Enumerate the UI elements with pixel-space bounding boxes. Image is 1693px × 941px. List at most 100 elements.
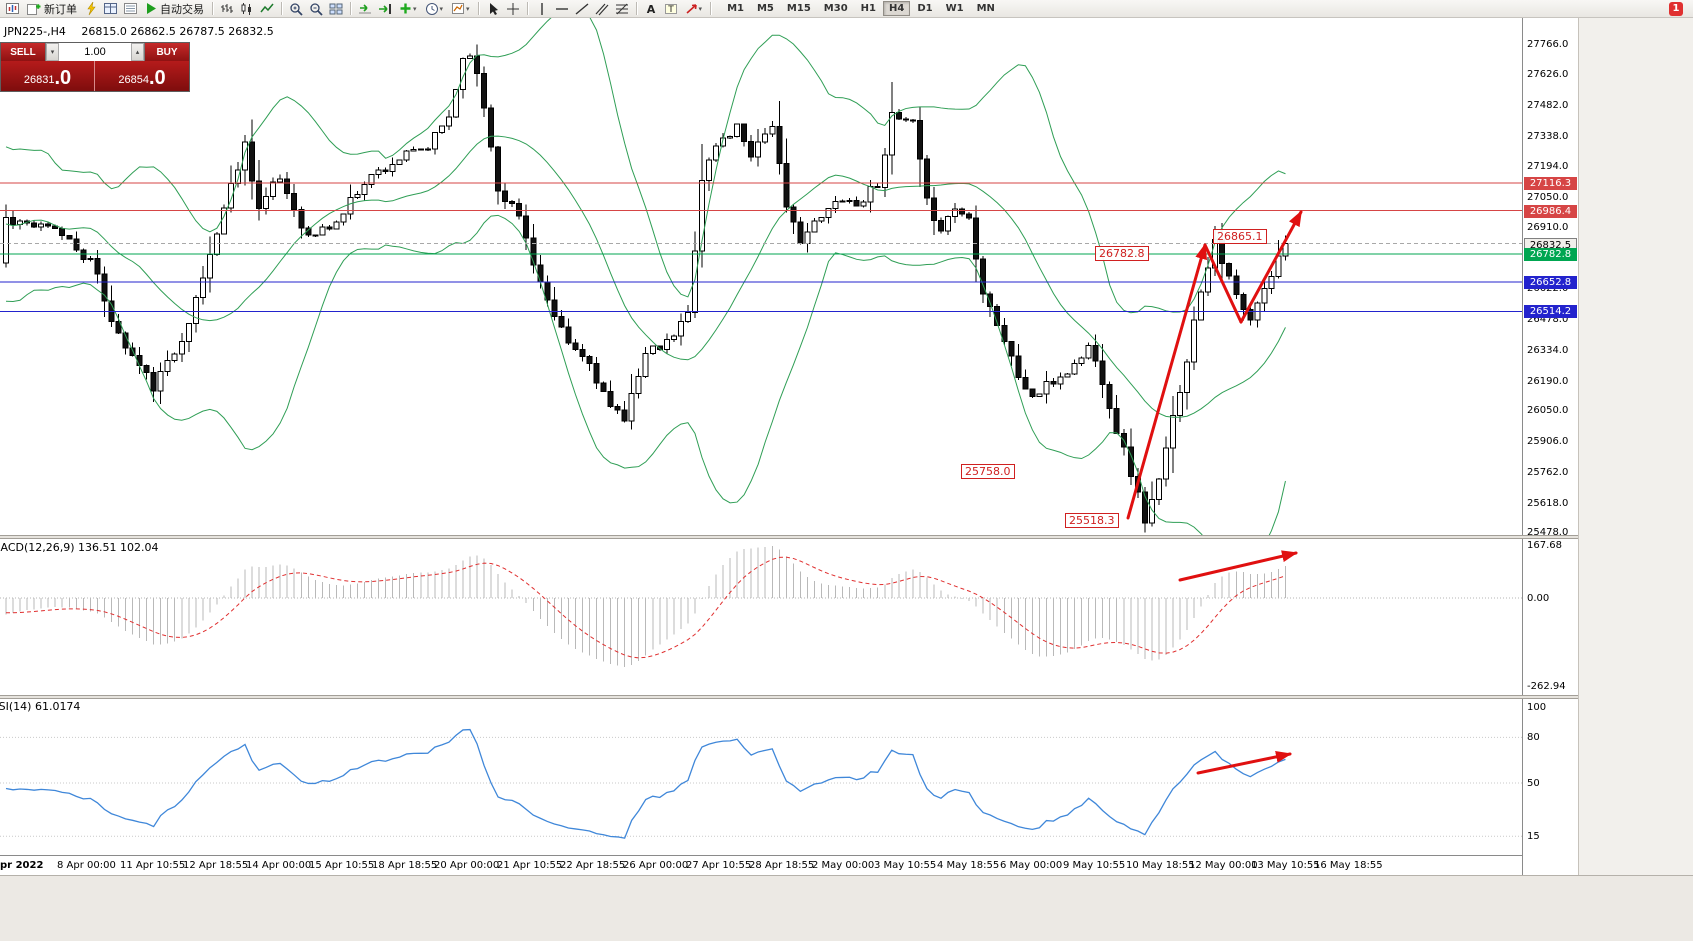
panel-divider[interactable] (0, 695, 1578, 699)
new-order-button[interactable]: 新订单 (23, 1, 81, 17)
window-background (1578, 18, 1693, 875)
time-axis[interactable]: pr 2022 8 Apr 00:00 11 Apr 10:55 12 Apr 18:… (0, 855, 1522, 875)
axis-label: 27626.0 (1527, 69, 1569, 81)
toolbar-separator (710, 2, 712, 15)
axis-label: 100 (1527, 702, 1547, 713)
market-watch-icon[interactable] (101, 1, 121, 17)
time-axis-label: 22 Apr 18:55 (560, 860, 626, 871)
timeframe-button-m1[interactable]: M1 (727, 3, 744, 14)
crosshair-icon[interactable] (503, 1, 523, 17)
svg-text:T: T (667, 5, 674, 15)
templates-button[interactable]: ▾ (447, 1, 474, 17)
dropdown-caret-icon: ▾ (413, 4, 417, 13)
indicators-plus-icon (400, 3, 411, 14)
rsi-indicator-label: RSI(14) 61.0174 (0, 700, 81, 713)
axis-label: 26478.0 (1527, 314, 1569, 326)
time-axis-label: 15 Apr 10:55 (309, 860, 375, 871)
buy-price-frac: .0 (148, 67, 166, 89)
main-chart-canvas[interactable] (0, 18, 1522, 535)
buy-button[interactable]: BUY (145, 43, 189, 61)
timeframe-button-m5[interactable]: M5 (756, 3, 774, 14)
arrow-shape-icon (686, 4, 697, 14)
panel-divider[interactable] (0, 535, 1578, 539)
timeframe-button-m15[interactable]: M15 (786, 3, 811, 14)
time-axis-label: 9 May 10:55 (1063, 860, 1126, 871)
notification-badge[interactable]: 1 (1669, 1, 1683, 16)
sell-price-frac: .0 (54, 67, 72, 89)
expert-advisors-icon[interactable] (81, 1, 101, 17)
one-click-trade-widget: SELL ▾ 1.00 ▴ BUY 26831.0 26854.0 (0, 42, 190, 92)
axis-label: 25618.0 (1527, 497, 1569, 509)
time-axis-label: 11 Apr 10:55 (120, 860, 186, 871)
macd-panel-canvas[interactable] (0, 539, 1522, 695)
buy-price[interactable]: 26854.0 (95, 61, 189, 91)
rsi-panel-canvas[interactable] (0, 699, 1522, 855)
axis-label: 80 (1527, 732, 1540, 743)
axis-label: 27482.0 (1527, 100, 1569, 112)
timeframe-button-d1[interactable]: D1 (917, 3, 933, 14)
time-axis-label: 14 Apr 00:00 (246, 860, 312, 871)
vertical-line-icon[interactable] (532, 1, 552, 17)
indicators-button[interactable]: ▾ (395, 1, 421, 17)
time-axis-label: 13 May 10:55 (1251, 860, 1320, 871)
time-axis-label: 12 May 00:00 (1189, 860, 1258, 871)
axis-label: 27766.0 (1527, 39, 1569, 51)
horizontal-line-icon[interactable] (552, 1, 572, 17)
axis-label: 26622.0 (1527, 283, 1569, 295)
line-chart-icon[interactable] (257, 1, 277, 17)
time-axis-label: 10 May 18:55 (1126, 860, 1195, 871)
dropdown-caret-icon: ▾ (466, 4, 470, 13)
arrows-button[interactable]: ▾ (681, 1, 707, 17)
window-background (0, 875, 1693, 941)
axis-label: 15 (1527, 831, 1540, 842)
clock-icon (425, 2, 438, 15)
timeframe-button-mn[interactable]: MN (976, 3, 995, 14)
timeframe-button-w1[interactable]: W1 (945, 3, 964, 14)
zoom-in-icon[interactable] (286, 1, 306, 17)
text-label-icon[interactable]: T (661, 1, 681, 17)
sell-price-main: 26831 (23, 74, 55, 86)
sell-price[interactable]: 26831.0 (1, 61, 95, 91)
axis-label: 26050.0 (1527, 405, 1569, 417)
fibonacci-icon[interactable] (612, 1, 632, 17)
tile-windows-icon[interactable] (326, 1, 346, 17)
time-axis-label: 2 May 00:00 (812, 860, 875, 871)
axis-label: 50 (1527, 778, 1540, 789)
timeframe-button-h1[interactable]: H1 (860, 3, 876, 14)
time-axis-label: 3 May 10:55 (874, 860, 937, 871)
auto-scroll-icon[interactable] (375, 1, 395, 17)
time-axis-label: 18 Apr 18:55 (372, 860, 438, 871)
candlestick-chart-icon[interactable] (237, 1, 257, 17)
axis-label: 27194.0 (1527, 161, 1569, 173)
periods-button[interactable]: ▾ (421, 1, 448, 17)
axis-label: 25478.0 (1527, 527, 1569, 539)
trendline-icon[interactable] (572, 1, 592, 17)
volume-input[interactable]: 1.00 (84, 46, 106, 58)
sell-button[interactable]: SELL (1, 43, 45, 61)
toolbar-separator (212, 2, 213, 15)
data-window-icon[interactable] (121, 1, 141, 17)
symbol-timeframe-label: JPN225-,H4 (4, 25, 66, 38)
volume-decrease-button[interactable]: ▾ (46, 43, 59, 61)
volume-increase-button[interactable]: ▴ (131, 43, 144, 61)
price-tag: 27116.3 (1524, 177, 1577, 191)
chart-shift-icon[interactable] (355, 1, 375, 17)
cursor-icon[interactable] (483, 1, 503, 17)
dropdown-caret-icon: ▾ (439, 4, 444, 13)
price-tag: 26514.2 (1524, 305, 1577, 319)
text-icon[interactable]: A (641, 1, 661, 17)
timeframe-button-m30[interactable]: M30 (823, 3, 848, 14)
price-tag: 26652.8 (1524, 275, 1577, 289)
new-chart-icon[interactable] (3, 1, 23, 17)
zoom-out-icon[interactable] (306, 1, 326, 17)
price-axis[interactable]: 27766.0 27626.0 27482.0 27338.0 27194.0 27050… (1522, 18, 1578, 875)
time-axis-label: pr 2022 (0, 860, 44, 871)
timeframe-button-h4[interactable]: H4 (882, 1, 911, 16)
bar-chart-icon[interactable] (217, 1, 237, 17)
auto-trading-button[interactable]: 自动交易 (141, 1, 208, 17)
equidistant-channel-icon[interactable] (592, 1, 612, 17)
axis-label: 27338.0 (1527, 130, 1569, 142)
time-axis-label: 8 Apr 00:00 (57, 860, 116, 871)
chart-symbol-header: JPN225-,H4 26815.0 26862.5 26787.5 26832… (4, 25, 274, 38)
